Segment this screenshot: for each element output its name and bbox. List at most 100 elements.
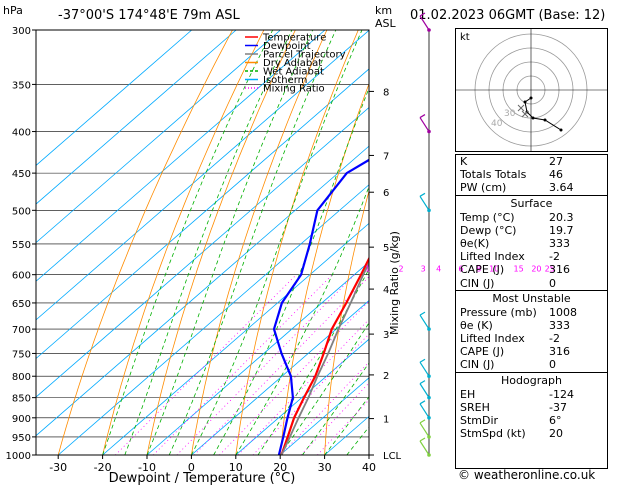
- wind-barb-flag: [419, 400, 426, 405]
- mixing-ratio-label: 15: [514, 265, 524, 274]
- index-row: CAPE (J) 316: [456, 345, 607, 358]
- dry-adiabat-line: [618, 30, 629, 455]
- height-tick-label: 3: [383, 330, 389, 341]
- index-value: 27: [549, 155, 563, 168]
- index-row: StmSpd (kt) 20: [456, 427, 607, 440]
- pressure-tick-label: 500: [12, 206, 31, 217]
- index-value: 20.3: [549, 210, 574, 224]
- temperature-line: [280, 256, 369, 455]
- wind-barb-flag: [419, 192, 426, 197]
- temperature-tick-label: 30: [318, 461, 332, 474]
- index-label: CIN (J): [460, 276, 495, 290]
- pressure-tick-label: 800: [12, 372, 31, 383]
- wind-barb-flag: [419, 437, 426, 442]
- index-value: -2: [549, 332, 560, 346]
- index-label: StmSpd (kt): [460, 427, 526, 441]
- mixing-ratio-line: [237, 318, 369, 455]
- mixing-ratio-label: 2: [398, 265, 403, 274]
- isotherm-line: [36, 30, 281, 244]
- asl-label: ASL: [375, 17, 396, 30]
- mixing-ratio-label: 3: [421, 265, 426, 274]
- pressure-tick-label: 300: [12, 26, 31, 37]
- wind-barb: [419, 383, 430, 398]
- wet-adiabat-line: [168, 30, 337, 455]
- hodograph-unit: kt: [460, 32, 470, 43]
- pressure-tick-label: 450: [12, 169, 31, 180]
- index-row: CIN (J) 0: [456, 277, 607, 290]
- index-value: 20: [549, 427, 563, 441]
- index-label: Dewp (°C): [460, 223, 517, 237]
- dry-adiabat-line: [102, 30, 265, 455]
- index-row: CAPE (J) 316: [456, 263, 607, 276]
- location-title: -37°00'S 174°48'E 79m ASL: [58, 8, 240, 23]
- index-row: θe(K) 333: [456, 237, 607, 250]
- mixing-ratio-line: [153, 274, 333, 455]
- height-tick-label: 5: [383, 243, 389, 254]
- isotherm-line: [36, 30, 326, 282]
- hodograph-marker: [517, 104, 525, 112]
- index-label: Pressure (mb): [460, 305, 537, 319]
- mixing-ratio-line: [176, 274, 355, 455]
- index-value: 0: [549, 358, 556, 372]
- pressure-tick-label: 550: [12, 240, 31, 251]
- isotherm-line: [36, 106, 369, 398]
- temperature-tick-label: 40: [362, 461, 376, 474]
- mixing-ratio-label: 20: [531, 265, 541, 274]
- index-label: θe(K): [460, 236, 490, 250]
- wet-adiabat-line: [124, 30, 293, 455]
- index-label: Totals Totals: [460, 168, 527, 182]
- index-row: StmDir 6°: [456, 414, 607, 427]
- height-tick-label: 4: [383, 285, 389, 296]
- legend-entry: Temperature: [262, 33, 326, 44]
- isotherm-line: [235, 338, 369, 455]
- wind-barb: [419, 440, 430, 456]
- isotherm-line: [146, 261, 369, 455]
- temperature-tick-label: -10: [138, 461, 156, 474]
- dry-adiabat-line: [57, 30, 233, 455]
- pressure-tick-label: 850: [12, 394, 31, 405]
- index-value: -2: [549, 250, 560, 264]
- mixing-ratio-label: 1: [365, 265, 370, 274]
- index-value: 0: [549, 276, 556, 290]
- index-value: 6°: [549, 414, 562, 427]
- index-row: PW (cm) 3.64: [456, 181, 607, 194]
- mixing-ratio-label: 6: [458, 265, 463, 274]
- index-label: CAPE (J): [460, 345, 505, 359]
- hodograph-point: [559, 128, 563, 132]
- index-label: Lifted Index: [460, 250, 525, 264]
- index-value: 19.7: [549, 223, 574, 237]
- hodograph-point: [523, 100, 527, 104]
- dry-adiabat-line: [324, 189, 369, 455]
- wind-barb: [419, 361, 430, 377]
- dry-adiabat-line: [235, 30, 359, 455]
- wind-barb-flag: [419, 419, 426, 424]
- wind-barb-flag: [419, 358, 426, 363]
- height-tick-label: 6: [383, 188, 389, 199]
- legend-entry: Dewpoint: [263, 41, 311, 52]
- hodograph-point: [529, 96, 533, 100]
- index-value: -37: [549, 400, 567, 414]
- dewpoint-line: [272, 158, 369, 455]
- legend-entry: Parcel Trajectory: [263, 50, 346, 61]
- km-label: km: [375, 4, 393, 17]
- mixing-ratio-line: [193, 276, 369, 455]
- index-label: CIN (J): [460, 358, 495, 372]
- mixing-ratio-label: 8: [476, 265, 481, 274]
- legend-entry: Isotherm: [263, 75, 307, 86]
- index-value: 316: [549, 263, 570, 277]
- pressure-tick-label: 950: [12, 433, 31, 444]
- height-tick-label: 2: [383, 371, 389, 382]
- index-row: Temp (°C) 20.3: [456, 211, 607, 224]
- wind-barb: [419, 117, 430, 132]
- pressure-tick-label: 650: [12, 299, 31, 310]
- index-value: 46: [549, 168, 563, 182]
- parcel-trajectory-line: [280, 261, 369, 455]
- pressure-tick-label: 900: [12, 414, 31, 425]
- wind-barb: [419, 15, 430, 31]
- isotherm-line: [36, 30, 369, 321]
- index-value: 333: [549, 318, 570, 332]
- dry-adiabat-line: [146, 30, 296, 455]
- hodograph-section-title: Hodograph: [501, 373, 562, 387]
- temperature-tick-label: -30: [49, 461, 67, 474]
